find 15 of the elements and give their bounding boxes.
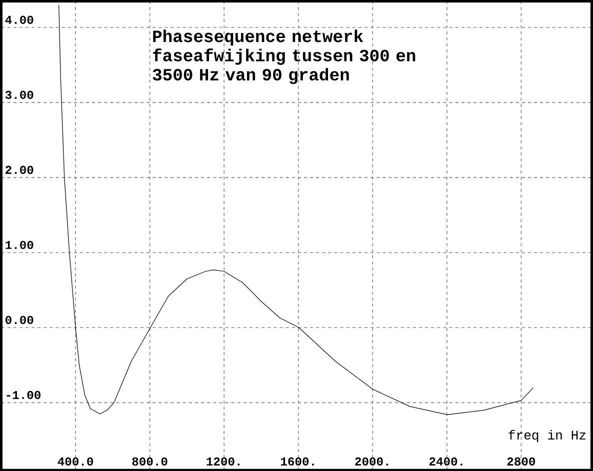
x-tick-label: 2000. xyxy=(355,457,388,466)
x-tick-label: 2400. xyxy=(429,457,462,466)
y-tick-label: 2.00 xyxy=(6,166,34,174)
x-tick-label: 2800 xyxy=(507,457,536,466)
x-tick-label: 1200. xyxy=(206,457,240,466)
x-tick-label: 400.0 xyxy=(58,457,94,466)
y-tick-label: 4.00 xyxy=(5,16,34,24)
x-tick-label: 1600. xyxy=(281,457,314,466)
text: Phasesequence netwerk faseafwijking tussen 300 en 3500 Hz van 90 graden xyxy=(152,29,416,84)
x-axis-title: freq in Hz xyxy=(508,430,586,442)
y-tick-label: 0.00 xyxy=(6,316,34,324)
y-tick-label: 3.00 xyxy=(5,90,34,99)
x-tick-label: 800.0 xyxy=(132,457,168,466)
y-tick-label: 1.00 xyxy=(6,240,34,249)
y-tick-label: -1.00 xyxy=(6,390,40,399)
